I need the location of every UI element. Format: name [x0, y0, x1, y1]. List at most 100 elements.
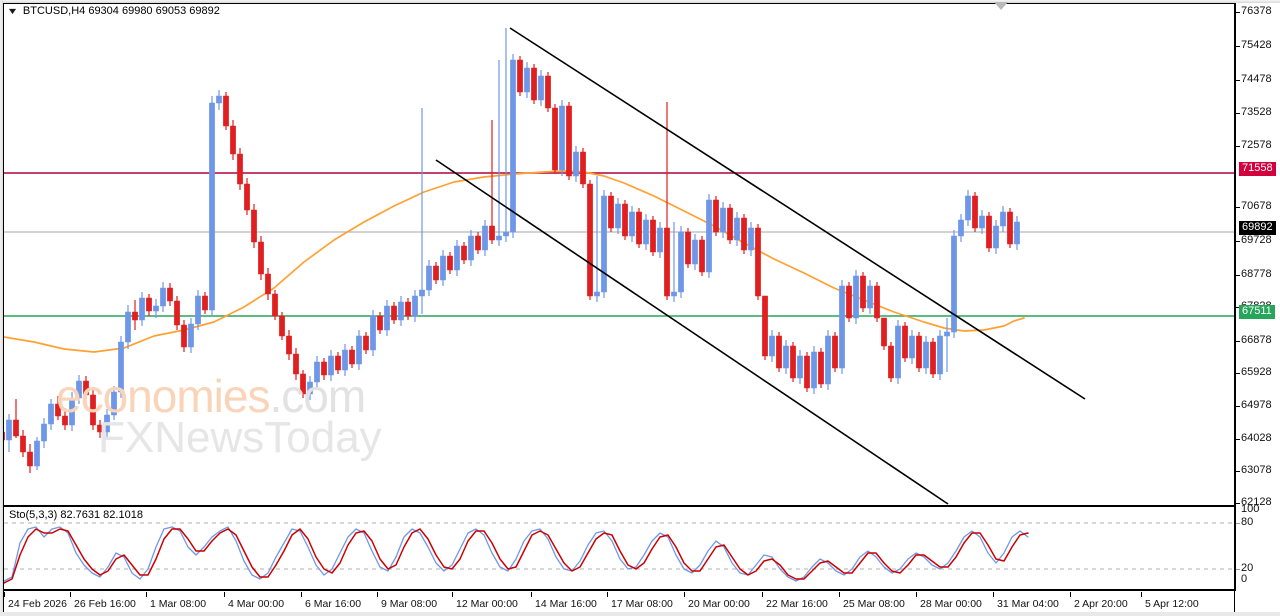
price-tick-mark — [1236, 113, 1240, 114]
candle-body — [300, 373, 306, 395]
candle-body — [391, 305, 397, 321]
price-level-badge[interactable]: 67511 — [1239, 305, 1275, 319]
stochastic-pane-frame — [3, 506, 1235, 590]
candle-body — [139, 297, 145, 321]
time-tick-label: 20 Mar 00:00 — [688, 598, 750, 610]
collapse-caret-icon[interactable]: ▼ — [6, 5, 19, 16]
candle-body — [55, 403, 61, 417]
candle-body — [846, 285, 852, 319]
stochastic-plot-area[interactable] — [4, 507, 1234, 589]
stochastic-tick-label: 0 — [1241, 573, 1248, 585]
time-tick-mark — [839, 592, 840, 597]
price-axis-divider — [1235, 3, 1236, 591]
price-tick-label: 70678 — [1241, 200, 1272, 212]
candle-body — [748, 227, 754, 251]
candle-body — [573, 151, 579, 177]
candle-body — [930, 341, 936, 375]
time-tick-label: 2 Apr 20:00 — [1074, 598, 1128, 610]
candle-body — [132, 311, 138, 321]
candle-body — [1000, 211, 1006, 227]
candle-body — [454, 245, 460, 271]
candle-body — [321, 361, 327, 376]
candle-body — [1014, 221, 1020, 245]
candle-body — [594, 291, 600, 297]
price-tick-mark — [1236, 471, 1240, 472]
candle-body — [160, 287, 166, 307]
time-tick-mark — [224, 592, 225, 597]
candle-body — [34, 440, 40, 467]
candle-body — [944, 331, 950, 337]
price-tick-mark — [1236, 80, 1240, 81]
candle-body — [223, 95, 229, 127]
candle-body — [517, 59, 523, 93]
stochastic-tick-mark — [1236, 569, 1240, 570]
price-tick-mark — [1236, 307, 1240, 308]
candle-body — [188, 323, 194, 348]
candle-body — [706, 199, 712, 273]
stochastic-chart-svg — [4, 522, 1234, 584]
price-tick-mark — [1236, 341, 1240, 342]
candle-body — [363, 335, 369, 351]
candle-body — [167, 287, 173, 302]
candle-body — [286, 335, 292, 355]
price-tick-label: 63078 — [1241, 464, 1272, 476]
candle-body — [531, 67, 537, 101]
candle-body — [20, 435, 26, 453]
chart-object-marker-icon[interactable] — [994, 2, 1008, 10]
candle-body — [76, 380, 82, 399]
candle-body — [608, 195, 614, 229]
price-tick-mark — [1236, 373, 1240, 374]
window-left-chrome — [0, 0, 3, 616]
price-level-badge[interactable]: 69892 — [1239, 221, 1276, 235]
candle-body — [83, 380, 89, 396]
candle-body — [328, 355, 334, 376]
candle-body — [979, 215, 985, 229]
candle-body — [741, 217, 747, 251]
candle-body — [461, 245, 467, 261]
time-axis[interactable]: 24 Feb 2026 26 Feb 16:00 1 Mar 08:00 4 Mar … — [0, 592, 1236, 614]
moving-average-line — [4, 170, 1025, 353]
candle-body — [587, 183, 593, 297]
candle-body — [916, 335, 922, 369]
candle-body — [419, 289, 425, 297]
candle-body — [958, 219, 964, 237]
price-tick-label: 75428 — [1241, 39, 1272, 51]
price-tick-mark — [1236, 12, 1240, 13]
candle-body — [4, 431, 5, 441]
time-tick-label: 26 Feb 16:00 — [74, 598, 136, 610]
candle-body — [720, 207, 726, 233]
candle-body — [797, 355, 803, 379]
candle-body — [195, 295, 201, 325]
candle-body — [629, 211, 635, 237]
candle-body — [475, 235, 481, 251]
candle-body — [867, 285, 873, 309]
price-plot-area[interactable] — [4, 4, 1234, 505]
candle-body — [496, 235, 502, 241]
candle-body — [90, 394, 96, 426]
time-tick-mark — [916, 592, 917, 597]
candle-body — [895, 325, 901, 379]
candle-body — [356, 335, 362, 365]
candle-body — [755, 227, 761, 297]
price-tick-mark — [1236, 406, 1240, 407]
price-level-badge[interactable]: 71558 — [1239, 162, 1276, 176]
time-tick-label: 28 Mar 00:00 — [920, 598, 982, 610]
time-tick-mark — [1070, 592, 1071, 597]
price-tick-label: 72578 — [1241, 139, 1272, 151]
price-tick-label: 62128 — [1241, 496, 1272, 508]
candle-body — [377, 315, 383, 331]
candle-body — [657, 227, 663, 253]
candlestick-series — [4, 28, 1020, 473]
candle-body — [776, 335, 782, 369]
candle-body — [762, 295, 768, 357]
candle-body — [426, 265, 432, 291]
candle-body — [881, 317, 887, 347]
candle-body — [545, 75, 551, 109]
trendline — [509, 27, 1086, 400]
price-tick-label: 64028 — [1241, 432, 1272, 444]
candle-body — [993, 225, 999, 249]
price-axis[interactable]: 76378 75428 74478 73528 72578 70678 69728 68778… — [1236, 0, 1280, 616]
candle-body — [272, 293, 278, 317]
candle-body — [62, 415, 68, 426]
